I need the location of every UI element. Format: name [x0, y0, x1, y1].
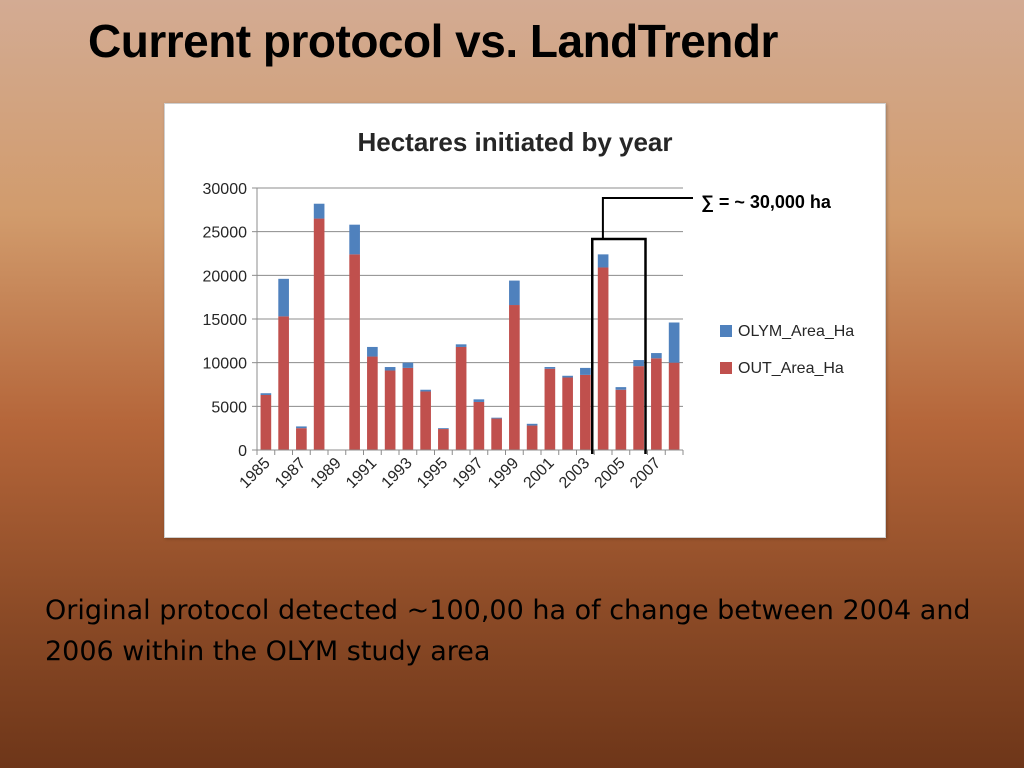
y-tick-label: 5000 [211, 399, 247, 416]
y-tick-label: 25000 [203, 225, 248, 242]
bar-olym-area [278, 278, 289, 317]
bar-olym-area [455, 344, 467, 347]
x-tick-label: 1999 [485, 455, 522, 492]
bar-out-area [526, 425, 538, 450]
bar-olym-area [562, 375, 573, 378]
bar-olym-area [651, 353, 662, 359]
x-tick-label: 2001 [521, 455, 558, 492]
legend-label: OLYM_Area_Ha [738, 323, 854, 340]
bar-olym-area [260, 393, 272, 395]
y-tick-label: 30000 [203, 181, 248, 198]
bar-out-area [420, 391, 431, 450]
y-tick-label: 15000 [203, 312, 248, 329]
bar-olym-area [597, 254, 609, 268]
chart-title: Hectares initiated by year [357, 127, 672, 157]
bar-out-area [491, 418, 502, 450]
bar-chart: Hectares initiated by year 0 5000 10000 150… [203, 127, 855, 492]
x-tick-label: 1991 [343, 455, 380, 492]
bar-out-area [597, 267, 609, 450]
bar-out-area [580, 374, 591, 450]
bar-olym-area [615, 387, 627, 390]
bar-olym-area [349, 224, 360, 255]
annotation-label: ∑ = ~ 30,000 ha [701, 192, 832, 212]
bar-olym-area [313, 203, 325, 219]
x-tick-label: 1995 [414, 455, 451, 492]
bar-out-area [384, 370, 396, 450]
annotation-leader-line [601, 197, 693, 239]
x-tick-label: 2005 [592, 455, 629, 492]
bar-olym-area [384, 367, 396, 371]
x-tick-label: 1989 [308, 455, 345, 492]
legend-label: OUT_Area_Ha [738, 360, 844, 377]
bar-olym-area [473, 399, 485, 402]
bar-out-area [455, 346, 467, 450]
bar-olym-area [438, 428, 449, 430]
annotation-bracket [591, 237, 647, 454]
bar-olym-area [526, 423, 538, 426]
bar-out-area [438, 429, 449, 450]
bar-out-area [260, 394, 272, 450]
bar-out-area [367, 356, 378, 450]
bar-olym-area [580, 367, 591, 375]
x-tick-label: 1987 [272, 455, 309, 492]
bar-olym-area [491, 417, 502, 419]
x-tick-label: 1985 [237, 455, 274, 492]
x-tick-label: 2007 [627, 455, 664, 492]
y-tick-label: 20000 [203, 268, 248, 285]
bar-out-area [296, 428, 307, 450]
bar-olym-area [633, 360, 644, 367]
bar-olym-area [367, 346, 378, 357]
bar-out-area [313, 218, 325, 450]
bar-out-area [651, 358, 662, 450]
bar-out-area [509, 305, 520, 450]
bar-olym-area [509, 280, 520, 306]
bar-out-area [562, 377, 573, 450]
bar-olym-area [544, 367, 556, 369]
bar-olym-area [402, 362, 414, 368]
annotation: ∑ = ~ 30,000 ha [591, 192, 832, 454]
legend: OLYM_Area_Ha OUT_Area_Ha [720, 323, 854, 377]
bar-olym-area [296, 426, 307, 429]
bar-out-area [668, 362, 680, 450]
bar-out-area [473, 401, 485, 450]
legend-swatch [720, 325, 732, 337]
x-tick-label: 1993 [379, 455, 416, 492]
bar-out-area [544, 368, 556, 450]
y-tick-label: 0 [238, 443, 247, 460]
bar-out-area [278, 316, 289, 450]
chart-panel: Hectares initiated by year 0 5000 10000 150… [164, 103, 886, 538]
slide-title: Current protocol vs. LandTrendr [88, 15, 778, 67]
bar-olym-area [420, 389, 431, 392]
bar-out-area [349, 254, 360, 450]
legend-swatch [720, 362, 732, 374]
x-tick-label: 2003 [556, 455, 593, 492]
y-tick-label: 10000 [203, 356, 248, 373]
slide-caption: Original protocol detected ~100,00 ha of… [45, 595, 971, 667]
bar-out-area [402, 367, 414, 450]
bar-out-area [615, 389, 627, 450]
gridlines [257, 187, 683, 407]
x-tick-label: 1997 [450, 455, 487, 492]
bars [260, 203, 680, 450]
bar-olym-area [668, 322, 680, 363]
bar-out-area [633, 366, 644, 450]
